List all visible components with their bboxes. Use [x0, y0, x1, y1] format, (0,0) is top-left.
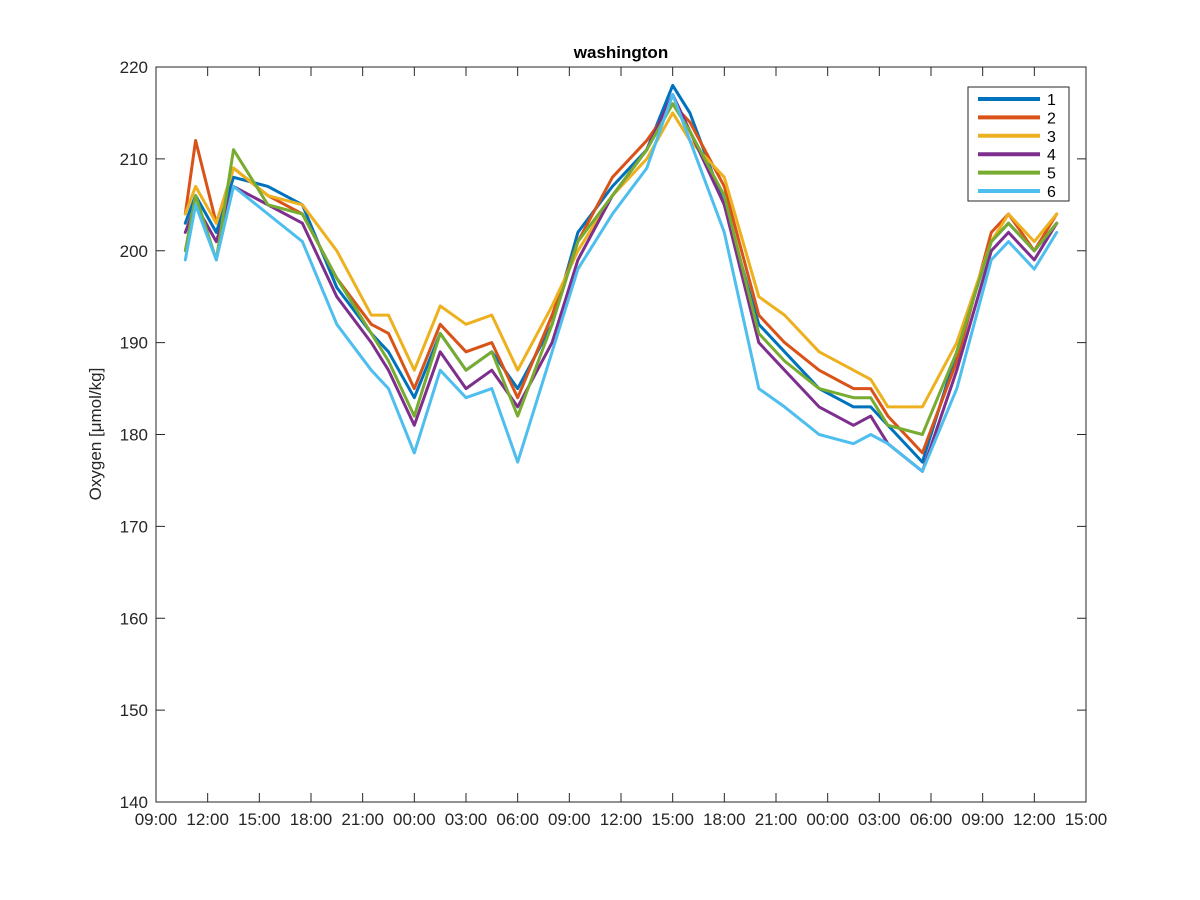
x-tick-label: 18:00: [703, 810, 746, 829]
x-tick-label: 03:00: [445, 810, 488, 829]
x-tick-label: 06:00: [496, 810, 539, 829]
x-tick-label: 12:00: [186, 810, 229, 829]
x-tick-label: 21:00: [755, 810, 798, 829]
series-lines: [183, 83, 1059, 473]
x-tick-label: 15:00: [651, 810, 694, 829]
x-tick-label: 18:00: [290, 810, 333, 829]
y-tick-label: 170: [120, 517, 148, 536]
y-tick-label: 210: [120, 150, 148, 169]
x-tick-label: 09:00: [548, 810, 591, 829]
legend-box: [967, 86, 1070, 202]
y-tick-label: 220: [120, 58, 148, 77]
axis-ticks: 140 150 160 170 180 190 200 210 220 09:00 12:00 15:…: [120, 58, 1108, 829]
legend-label-2: 2: [1047, 110, 1056, 127]
x-tick-label: 12:00: [1013, 810, 1056, 829]
chart-title: washington: [573, 43, 668, 62]
x-tick-label: 06:00: [910, 810, 953, 829]
y-tick-label: 160: [120, 609, 148, 628]
legend: 12 34 56: [967, 86, 1070, 202]
legend-items: 12 34 56: [978, 92, 1056, 201]
y-tick-label: 190: [120, 334, 148, 353]
legend-label-4: 4: [1047, 147, 1056, 164]
legend-label-3: 3: [1047, 129, 1056, 146]
x-tick-label: 00:00: [393, 810, 436, 829]
x-tick-label: 09:00: [135, 810, 178, 829]
x-tick-label: 15:00: [1065, 810, 1108, 829]
x-tick-label: 00:00: [806, 810, 849, 829]
y-tick-label: 140: [120, 793, 148, 812]
legend-label-5: 5: [1047, 166, 1056, 183]
x-tick-label: 21:00: [341, 810, 384, 829]
x-tick-label: 09:00: [961, 810, 1004, 829]
x-tick-label: 03:00: [858, 810, 901, 829]
y-tick-label: 180: [120, 426, 148, 445]
y-axis-label: Oxygen [μmol/kg]: [86, 368, 105, 501]
y-tick-label: 200: [120, 242, 148, 261]
legend-label-1: 1: [1047, 92, 1056, 109]
y-tick-label: 150: [120, 701, 148, 720]
series-line-6: [183, 93, 1059, 473]
series-line-5: [183, 102, 1059, 436]
x-tick-label: 12:00: [600, 810, 643, 829]
legend-label-6: 6: [1047, 184, 1056, 201]
x-tick-label: 15:00: [238, 810, 281, 829]
